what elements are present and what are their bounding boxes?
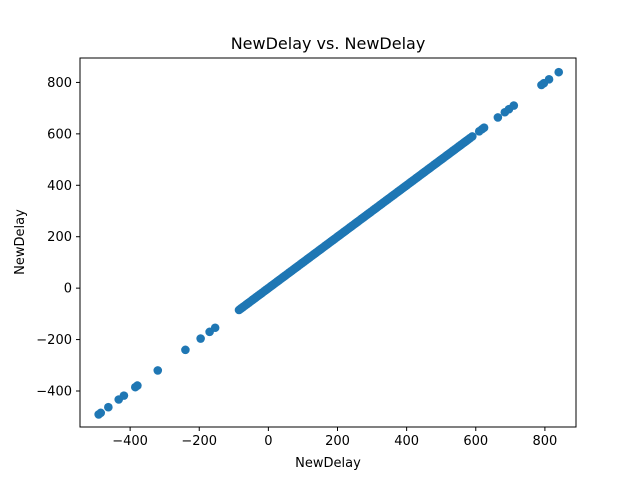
axis-ticks: −400 −200 0 200 400 600 800 −400 −200 0 200 400 600 8… <box>36 76 557 449</box>
y-tick-label: 600 <box>47 127 72 142</box>
data-point <box>554 67 564 77</box>
data-point <box>133 381 142 390</box>
x-tick-label: 0 <box>264 434 272 449</box>
x-tick-label: −200 <box>181 434 217 449</box>
x-tick-label: 800 <box>532 434 557 449</box>
data-point <box>509 101 519 110</box>
data-point <box>104 402 113 412</box>
y-tick-label: −200 <box>36 333 72 348</box>
x-tick-label: 600 <box>463 434 488 449</box>
y-tick-label: 0 <box>64 282 72 297</box>
data-point <box>544 75 554 84</box>
data-point <box>210 323 220 333</box>
data-point <box>196 334 205 343</box>
plot-area-frame <box>79 57 577 428</box>
x-tick-label: −400 <box>112 434 148 449</box>
y-tick-label: 800 <box>47 76 72 91</box>
data-point <box>465 133 475 143</box>
data-point <box>119 391 129 400</box>
y-tick-label: 400 <box>47 179 72 194</box>
data-point <box>181 345 190 355</box>
x-tick-label: 200 <box>325 434 350 449</box>
x-tick-label: 400 <box>394 434 419 449</box>
data-point <box>493 113 503 122</box>
data-point <box>479 123 489 132</box>
data-points <box>94 67 564 419</box>
y-axis-label: NewDelay <box>13 209 28 275</box>
x-axis-label: NewDelay <box>295 456 361 471</box>
data-point <box>96 408 106 418</box>
y-tick-label: 200 <box>47 230 72 245</box>
chart-title: NewDelay vs. NewDelay <box>231 34 426 53</box>
data-point <box>153 366 163 375</box>
y-tick-label: −400 <box>36 385 72 400</box>
